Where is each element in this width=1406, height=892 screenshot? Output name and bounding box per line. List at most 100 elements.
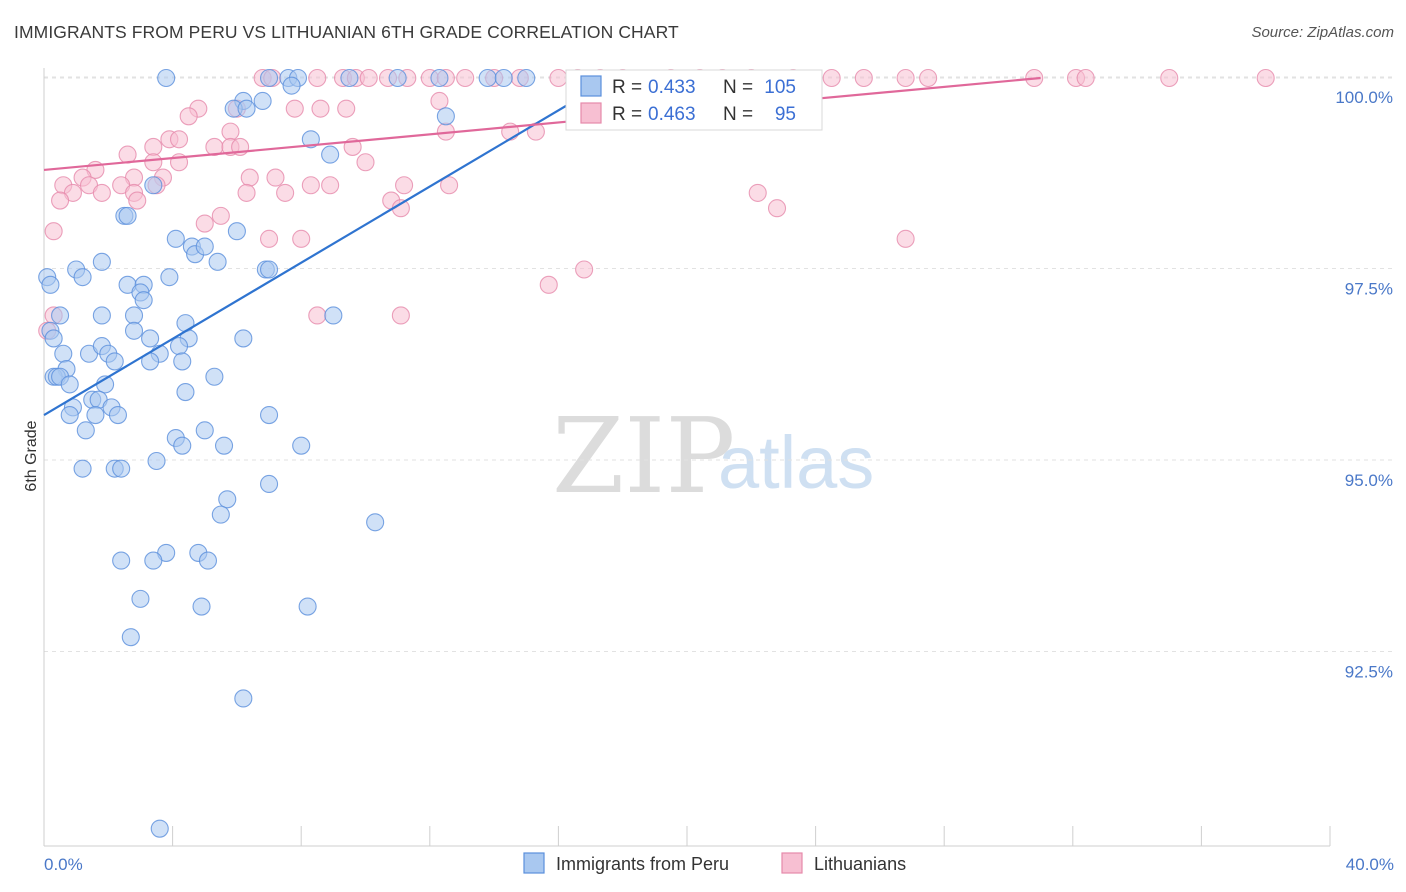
legend: Immigrants from Peru Lithuanians: [523, 852, 906, 874]
legend-label-lithuanians[interactable]: Lithuanians: [814, 854, 906, 874]
peru-point: [86, 405, 105, 425]
axes: [43, 68, 1331, 847]
lithuanians-point: [266, 168, 285, 187]
peru-point: [160, 268, 179, 287]
peru-point: [211, 505, 230, 524]
peru-point: [436, 107, 455, 126]
y-axis-label: 6th Grade: [23, 420, 40, 491]
stats-r-label-lithuanians: R =: [612, 104, 642, 125]
lithuanians-point: [169, 130, 189, 149]
lithuanians-point: [276, 183, 295, 202]
lithuanians-point: [822, 68, 841, 88]
x-tick-label-min: 0.0%: [44, 855, 83, 874]
lithuanians-point: [195, 214, 214, 233]
peru-point: [141, 329, 160, 348]
peru-point: [118, 206, 137, 225]
stats-swatch-lithuanians: [580, 102, 602, 124]
lithuanians-point: [311, 99, 330, 118]
peru-point: [92, 306, 111, 325]
lithuanians-point: [144, 153, 163, 172]
trend-line-lithuanians: [43, 76, 1041, 172]
peru-point: [253, 91, 272, 111]
peru-point: [324, 306, 343, 325]
y-tick-label: 95.0%: [1345, 471, 1393, 490]
peru-point: [301, 130, 320, 149]
lithuanians-point: [1256, 68, 1275, 88]
lithuanians-point: [308, 306, 327, 325]
lithuanians-point: [259, 229, 279, 248]
peru-point: [131, 589, 150, 608]
peru-point: [192, 597, 211, 616]
lithuanians-point: [549, 68, 568, 88]
peru-point: [147, 451, 166, 471]
peru-point: [41, 275, 60, 294]
peru-point: [60, 375, 79, 394]
peru-point: [124, 306, 144, 325]
peru-point: [259, 68, 279, 88]
peru-point: [340, 68, 359, 88]
peru-point: [176, 314, 195, 333]
peru-point: [282, 76, 301, 95]
watermark-zip: ZIP: [552, 395, 735, 517]
stats-n-label-peru: N =: [723, 77, 753, 98]
peru-point: [494, 68, 513, 88]
watermark-atlas: atlas: [718, 421, 874, 504]
peru-point: [105, 352, 124, 371]
lithuanians-point: [292, 229, 311, 248]
lithuanians-point: [44, 222, 63, 241]
peru-point: [259, 260, 279, 279]
trend-line-peru: [43, 77, 614, 416]
peru-point: [73, 459, 92, 478]
lithuanians-point: [179, 107, 198, 126]
stats-r-label-peru: R =: [612, 77, 642, 98]
peru-point: [205, 367, 224, 386]
chart-source: Source: ZipAtlas.com: [1251, 24, 1394, 41]
peru-point: [388, 68, 407, 88]
legend-label-peru[interactable]: Immigrants from Peru: [556, 854, 729, 874]
stats-box-frame: [565, 69, 823, 131]
trend-lines: [43, 76, 1041, 416]
peru-point: [198, 551, 218, 570]
peru-point: [259, 474, 279, 494]
lithuanians-point: [240, 168, 259, 187]
peru-point: [157, 68, 176, 88]
peru-point: [73, 268, 92, 287]
peru-point: [134, 291, 153, 310]
peru-point: [166, 229, 185, 248]
lithuanians-point: [337, 99, 356, 118]
stats-n-value-peru: 105: [764, 77, 796, 98]
peru-point: [195, 237, 214, 256]
peru-point: [112, 459, 131, 478]
lithuanians-point: [359, 68, 378, 88]
stats-box: R = 0.433 N = 105 R = 0.463 N = 95: [565, 69, 823, 131]
peru-point: [76, 421, 95, 440]
peru-point: [44, 329, 63, 348]
peru-point: [173, 436, 192, 455]
peru-point: [292, 436, 311, 455]
lithuanians-point: [854, 68, 873, 88]
lithuanians-point: [440, 176, 459, 195]
legend-swatch-lithuanians[interactable]: [781, 852, 803, 874]
peru-point: [208, 252, 227, 271]
peru-point: [51, 306, 70, 325]
lithuanians-point: [356, 153, 375, 172]
peru-point: [237, 99, 256, 118]
peru-point: [321, 145, 340, 164]
lithuanians-point: [285, 99, 304, 118]
lithuanians-point: [1160, 68, 1179, 88]
lithuanians-point: [896, 229, 915, 248]
y-tick-label: 92.5%: [1345, 663, 1393, 682]
peru-point: [169, 337, 189, 356]
grid-lines: [44, 76, 1394, 652]
peru-point: [234, 689, 253, 708]
peru-point: [227, 222, 246, 241]
peru-point: [195, 421, 214, 440]
lithuanians-point: [301, 176, 320, 195]
legend-swatch-peru[interactable]: [523, 852, 545, 874]
lithuanians-point: [321, 176, 340, 195]
lithuanians-point: [748, 183, 767, 202]
lithuanians-point: [51, 191, 70, 210]
x-tick-label-max: 40.0%: [1346, 855, 1394, 874]
y-tick-label: 100.0%: [1335, 88, 1393, 107]
